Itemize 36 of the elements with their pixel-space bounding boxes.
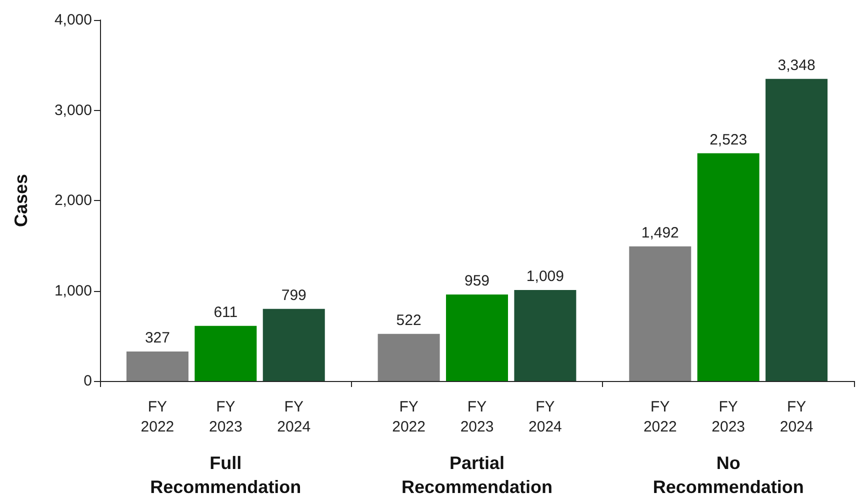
data-label: 522 <box>396 312 422 329</box>
text: FY 2024 <box>780 398 814 436</box>
data-label: 327 <box>144 329 170 346</box>
bar <box>126 351 188 381</box>
text: FY 2023 <box>712 398 746 436</box>
bar <box>697 153 760 381</box>
bar <box>194 326 257 381</box>
text: FY 2022 <box>643 398 677 436</box>
data-label: 1,009 <box>526 268 564 285</box>
series-label: FY 2022 <box>140 398 174 436</box>
y-tick-label: 0 <box>84 372 92 390</box>
text: FY 2022 <box>392 398 426 436</box>
x-tick-label: Full Recommendation <box>150 453 302 497</box>
data-label: 799 <box>281 286 306 304</box>
y-tick-label: 4,000 <box>54 12 92 28</box>
data-label: 959 <box>464 272 490 290</box>
bar <box>514 290 576 381</box>
bar <box>262 308 325 381</box>
y-tick-label: 3,000 <box>54 102 92 119</box>
x-tick-label: No Recommendation <box>652 453 804 497</box>
bar <box>446 294 508 381</box>
data-label: 3,348 <box>778 56 816 74</box>
bar <box>378 334 440 381</box>
bar <box>629 246 692 381</box>
y-tick-label: 1,000 <box>54 282 92 300</box>
series-label: FY 2023 <box>208 398 242 436</box>
text: FY 2023 <box>460 398 494 436</box>
data-label: 611 <box>214 304 238 321</box>
y-tick-label: 2,000 <box>54 192 92 209</box>
x-tick-label: Partial Recommendation <box>401 453 553 497</box>
bar <box>766 78 828 381</box>
series-label: FY 2024 <box>277 398 311 436</box>
y-axis-title: Cases <box>11 174 31 228</box>
data-label: 1,492 <box>641 224 679 242</box>
text: FY 2024 <box>528 398 562 436</box>
data-label: 2,523 <box>710 131 748 148</box>
